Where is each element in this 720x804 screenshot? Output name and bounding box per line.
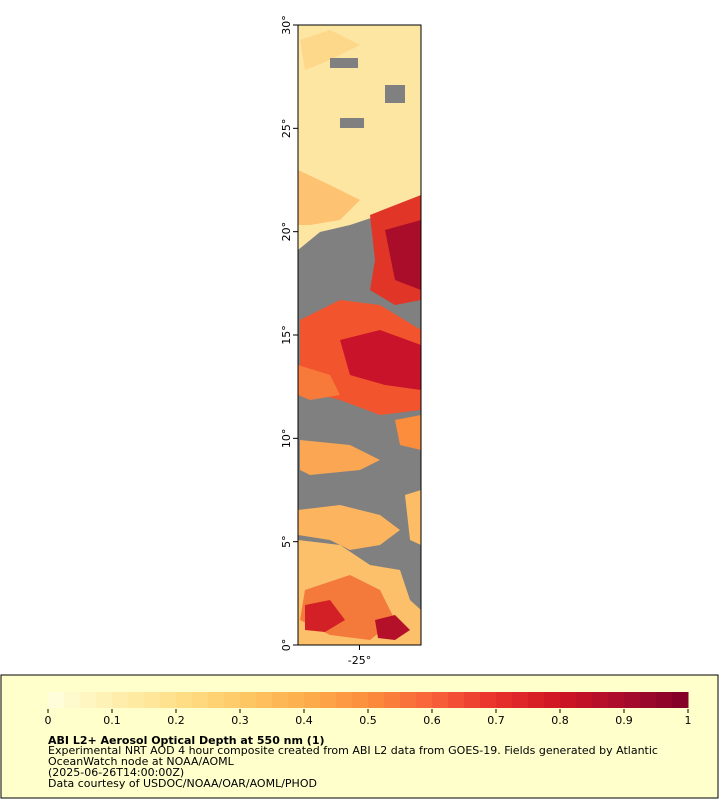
x-tick-label: -25° xyxy=(348,654,371,667)
colorbar-tick-label: 0.8 xyxy=(551,714,569,727)
aod-region xyxy=(405,490,421,545)
y-tick-label: 30° xyxy=(280,15,293,35)
aod-region xyxy=(300,30,360,70)
colorbar-step xyxy=(608,692,625,708)
colorbar-step xyxy=(384,692,401,708)
colorbar-tick-label: 0 xyxy=(45,714,52,727)
colorbar-step xyxy=(672,692,689,708)
colorbar-step xyxy=(544,692,561,708)
colorbar-step xyxy=(656,692,673,708)
colorbar-tick-label: 0.5 xyxy=(359,714,377,727)
colorbar-step xyxy=(256,692,273,708)
aod-region xyxy=(298,170,360,225)
colorbar-step xyxy=(144,692,161,708)
colorbar-step xyxy=(176,692,193,708)
colorbar-step xyxy=(224,692,241,708)
colorbar-step xyxy=(80,692,97,708)
y-tick-label: 20° xyxy=(280,222,293,242)
colorbar-step xyxy=(624,692,641,708)
map-image xyxy=(298,25,421,645)
colorbar-step xyxy=(320,692,337,708)
y-tick-label: 15° xyxy=(280,325,293,345)
colorbar-step xyxy=(352,692,369,708)
colorbar-tick-label: 0.9 xyxy=(615,714,633,727)
colorbar-step xyxy=(64,692,81,708)
colorbar-step xyxy=(288,692,305,708)
map-missing xyxy=(385,85,405,103)
colorbar-tick-label: 0.7 xyxy=(487,714,505,727)
legend-line: Data courtesy of USDOC/NOAA/OAR/AOML/PHO… xyxy=(48,777,317,790)
colorbar-step xyxy=(640,692,657,708)
colorbar-step xyxy=(128,692,145,708)
colorbar-step xyxy=(592,692,609,708)
colorbar-tick-label: 1 xyxy=(685,714,692,727)
colorbar-step xyxy=(304,692,321,708)
colorbar-tick-label: 0.6 xyxy=(423,714,441,727)
y-tick-label: 0° xyxy=(280,639,293,652)
colorbar-step xyxy=(272,692,289,708)
y-tick-label: 25° xyxy=(280,119,293,139)
legend-line: OceanWatch node at NOAA/AOML xyxy=(48,755,235,768)
aod-region xyxy=(298,505,400,550)
colorbar-step xyxy=(160,692,177,708)
colorbar-step xyxy=(528,692,545,708)
colorbar-step xyxy=(336,692,353,708)
aod-region xyxy=(300,440,380,475)
colorbar-step xyxy=(368,692,385,708)
colorbar-tick-label: 0.1 xyxy=(103,714,121,727)
map-missing xyxy=(340,118,364,128)
colorbar-step xyxy=(496,692,513,708)
colorbar-step xyxy=(448,692,465,708)
aod-region xyxy=(305,600,345,632)
colorbar-step xyxy=(240,692,257,708)
colorbar-step xyxy=(48,692,65,708)
colorbar-step xyxy=(432,692,449,708)
colorbar-step xyxy=(400,692,417,708)
colorbar-step xyxy=(576,692,593,708)
legend-line: Experimental NRT AOD 4 hour composite cr… xyxy=(48,744,658,757)
colorbar-step xyxy=(512,692,529,708)
colorbar-step xyxy=(416,692,433,708)
colorbar-tick-label: 0.4 xyxy=(295,714,313,727)
aod-region xyxy=(395,415,421,450)
colorbar-step xyxy=(96,692,113,708)
aod-region xyxy=(375,615,410,640)
colorbar-step xyxy=(560,692,577,708)
colorbar-tick-label: 0.3 xyxy=(231,714,249,727)
map-missing xyxy=(330,58,358,68)
y-tick-label: 10° xyxy=(280,429,293,449)
legend-line: (2025-06-26T14:00:00Z) xyxy=(48,766,184,779)
y-tick-label: 5° xyxy=(280,535,293,548)
legend-title: ABI L2+ Aerosol Optical Depth at 550 nm … xyxy=(48,734,325,747)
colorbar-step xyxy=(208,692,225,708)
colorbar-step xyxy=(192,692,209,708)
colorbar-step xyxy=(480,692,497,708)
aod-region xyxy=(298,365,340,400)
aod-region xyxy=(385,220,421,290)
colorbar-step xyxy=(464,692,481,708)
colorbar-tick-label: 0.2 xyxy=(167,714,185,727)
aod-region xyxy=(340,330,421,390)
colorbar-step xyxy=(112,692,129,708)
